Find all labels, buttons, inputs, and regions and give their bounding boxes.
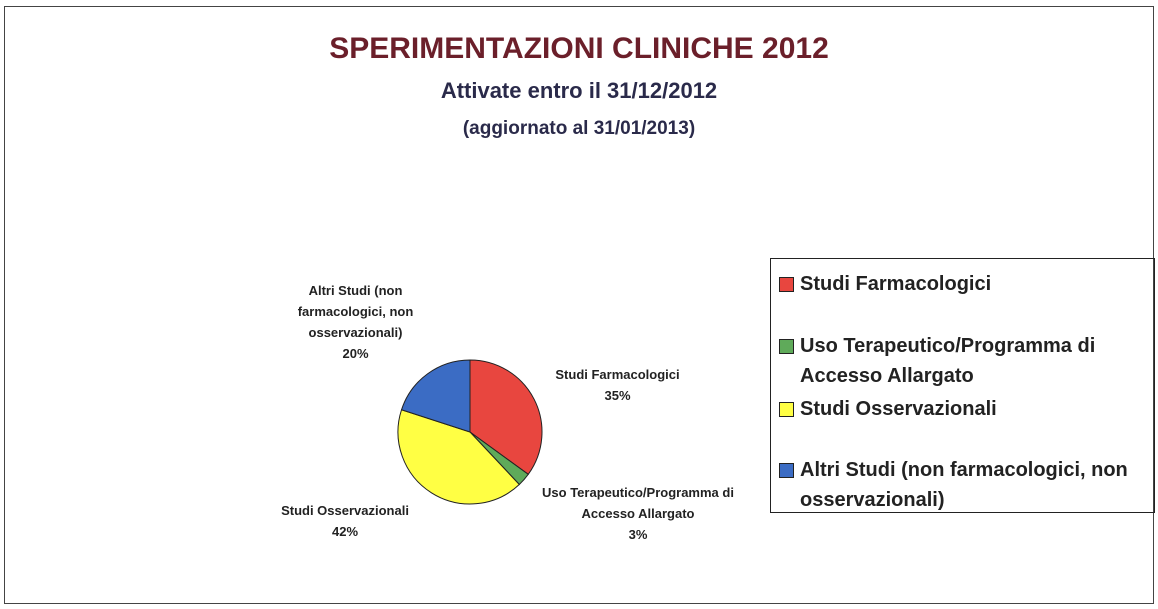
legend-entry: Studi Osservazionali — [779, 394, 1149, 424]
legend-entry: Uso Terapeutico/Programma di Accesso All… — [779, 331, 1149, 391]
legend-label: Studi Farmacologici — [800, 273, 992, 295]
data-label: Studi Farmacologici 35% — [520, 364, 715, 406]
frame — [4, 6, 1154, 604]
data-label-name: Altri Studi (non farmacologici, non osse… — [297, 283, 414, 340]
data-label: Altri Studi (non farmacologici, non osse… — [268, 280, 443, 364]
chart-subtitle: Attivate entro il 31/12/2012 — [440, 78, 718, 103]
legend-entry: Altri Studi (non farmacologici, non osse… — [779, 455, 1149, 515]
data-label-value: 20% — [342, 346, 369, 361]
legend-entry: Studi Farmacologici — [779, 269, 1149, 299]
legend-swatch — [779, 277, 794, 292]
legend-label: Uso Terapeutico/Programma di Accesso All… — [800, 335, 1096, 387]
data-label-name: Studi Osservazionali — [281, 503, 409, 518]
data-label-value: 35% — [604, 388, 631, 403]
chart-note: (aggiornato al 31/01/2013) — [462, 118, 696, 139]
legend-label: Studi Osservazionali — [800, 398, 997, 420]
legend-swatch — [779, 463, 794, 478]
pie-slice — [397, 409, 520, 505]
chart-title: SPERIMENTAZIONI CLINICHE 2012 — [329, 32, 829, 65]
data-label-value: 3% — [628, 527, 648, 542]
pie-slice — [400, 359, 471, 433]
data-label-name: Studi Farmacologici — [555, 367, 680, 382]
legend: Studi Farmacologici Uso Terapeutico/Progr… — [770, 258, 1155, 513]
legend-label: Altri Studi (non farmacologici, non osse… — [800, 459, 1128, 511]
data-label: Studi Osservazionali 42% — [255, 500, 435, 542]
data-label-name: Uso Terapeutico/Programma di Accesso All… — [542, 485, 734, 521]
legend-swatch — [779, 402, 794, 417]
pie-slice — [469, 359, 543, 476]
data-label: Uso Terapeutico/Programma di Accesso All… — [518, 482, 758, 545]
data-label-value: 42% — [331, 524, 359, 539]
legend-swatch — [779, 339, 794, 354]
